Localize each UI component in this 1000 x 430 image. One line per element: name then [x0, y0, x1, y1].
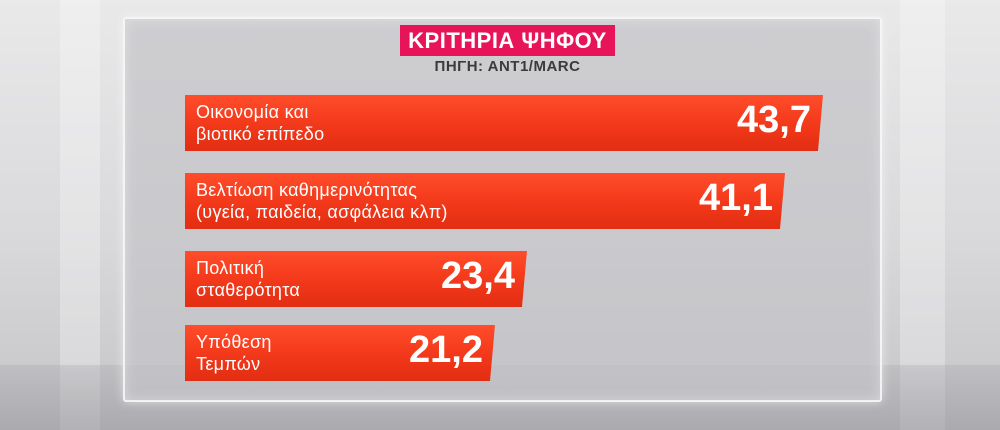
- bar: [185, 251, 527, 307]
- bar-label-line: βιοτικό επίπεδο: [196, 124, 325, 144]
- bar-label: Βελτίωση καθημερινότητας (υγεία, παιδεία,…: [196, 179, 556, 223]
- bar-label: Πολιτική σταθερότητα: [196, 257, 556, 301]
- bar-label-line: σταθερότητα: [196, 280, 301, 300]
- bar: [185, 325, 495, 381]
- bar-label-line: Πολιτική: [196, 258, 265, 278]
- background-stripe: [60, 0, 100, 430]
- chart-title: ΚΡΙΤΗΡΙΑ ΨΗΦΟΥ: [400, 25, 615, 56]
- bar-label-line: Βελτίωση καθημερινότητας: [196, 180, 418, 200]
- bar: [185, 95, 823, 151]
- chart-subtitle: ΠΗΓΗ: ΑΝΤ1/MARC: [434, 58, 581, 75]
- bar-value-label: 21,2: [409, 329, 483, 371]
- bar-value-label: 23,4: [441, 255, 515, 297]
- bar-label: Οικονομία και βιοτικό επίπεδο: [196, 101, 556, 145]
- bar-label: Υπόθεση Τεμπών: [196, 331, 556, 375]
- bar-value-label: 43,7: [737, 99, 811, 141]
- bar-label-line: (υγεία, παιδεία, ασφάλεια κλπ): [196, 202, 448, 222]
- bar: [185, 173, 785, 229]
- background-stripe: [900, 0, 945, 430]
- bar-label-line: Υπόθεση: [196, 332, 272, 352]
- bar-value-label: 41,1: [699, 177, 773, 219]
- bar-label-line: Τεμπών: [196, 354, 261, 374]
- bar-label-line: Οικονομία και: [196, 102, 309, 122]
